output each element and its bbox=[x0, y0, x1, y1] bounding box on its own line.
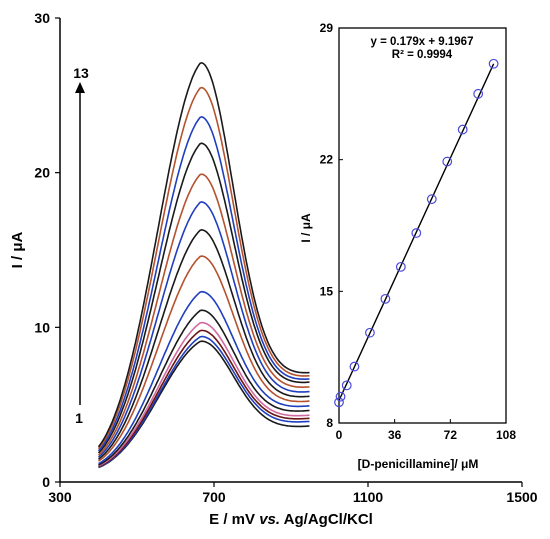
calibration-point bbox=[411, 228, 422, 238]
main-x-tick-label: 700 bbox=[202, 489, 226, 505]
arrow-top-label: 13 bbox=[73, 65, 89, 81]
voltammogram-curve bbox=[98, 290, 310, 465]
voltammogram-curve bbox=[98, 321, 310, 467]
calibration-point bbox=[488, 58, 499, 69]
voltammogram-curve bbox=[97, 116, 310, 452]
calibration-point bbox=[334, 397, 344, 408]
calibration-points bbox=[334, 58, 499, 408]
main-y-ticks: 0 10 20 30 bbox=[34, 10, 60, 490]
voltammogram-curve bbox=[97, 142, 310, 454]
voltammogram-curve bbox=[97, 61, 310, 448]
inset-plot: 0 36 72 108 8 15 22 29 y = 0.179x + 9.1967 R² … bbox=[299, 21, 516, 471]
inset-x-tick-label: 36 bbox=[388, 428, 402, 442]
calibration-point bbox=[473, 88, 484, 99]
inset-x-ticks: 0 36 72 108 bbox=[336, 419, 516, 442]
voltammogram-curve bbox=[98, 228, 310, 460]
main-y-tick-label: 10 bbox=[34, 319, 50, 335]
calibration-point bbox=[442, 156, 453, 167]
voltammogram-curve bbox=[98, 329, 310, 468]
inset-x-tick-label: 108 bbox=[496, 428, 516, 442]
voltammogram-curve bbox=[98, 309, 310, 466]
main-x-tick-label: 1100 bbox=[353, 489, 384, 505]
calibration-point bbox=[335, 391, 346, 402]
main-x-axis-title: E / mV vs. Ag/AgCl/KCl bbox=[209, 511, 373, 528]
inset-y-ticks: 8 15 22 29 bbox=[320, 21, 343, 430]
main-x-tick-label: 1500 bbox=[506, 489, 537, 505]
main-y-tick-label: 0 bbox=[42, 474, 50, 490]
main-y-tick-label: 20 bbox=[34, 165, 50, 181]
calibration-point bbox=[341, 380, 352, 391]
inset-x-tick-label: 0 bbox=[336, 428, 343, 442]
inset-y-tick-label: 8 bbox=[326, 416, 333, 430]
concentration-arrow-head bbox=[75, 82, 85, 93]
calibration-point bbox=[349, 361, 360, 372]
calibration-point bbox=[365, 327, 375, 338]
voltammogram-curve bbox=[97, 86, 310, 450]
inset-y-axis-title: I / μA bbox=[299, 213, 313, 243]
voltammogram-curve bbox=[98, 335, 310, 468]
calibration-point bbox=[380, 293, 391, 304]
main-y-axis-title: I / μA bbox=[9, 231, 26, 268]
fit-line bbox=[338, 63, 495, 401]
voltammogram-curves bbox=[97, 61, 310, 469]
inset-background bbox=[338, 27, 507, 424]
inset-y-tick-label: 15 bbox=[320, 284, 334, 298]
inset-y-tick-label: 22 bbox=[320, 153, 334, 167]
calibration-point bbox=[426, 194, 437, 205]
voltammogram-curve bbox=[97, 173, 310, 456]
arrow-bottom-label: 1 bbox=[75, 410, 83, 426]
fit-equation: y = 0.179x + 9.1967 bbox=[371, 36, 474, 48]
main-x-tick-label: 300 bbox=[48, 489, 72, 505]
calibration-fit-line bbox=[338, 63, 495, 401]
fit-r-squared: R² = 0.9994 bbox=[392, 49, 453, 61]
main-x-ticks: 300 700 1100 1500 bbox=[48, 482, 538, 505]
calibration-point bbox=[457, 124, 468, 135]
inset-x-axis-title: [D-penicillamine]/ μM bbox=[358, 457, 479, 471]
inset-x-tick-label: 72 bbox=[444, 428, 458, 442]
voltammogram-curve bbox=[98, 255, 310, 462]
calibration-point bbox=[395, 261, 406, 272]
inset-y-tick-label: 29 bbox=[320, 21, 334, 35]
voltammogram-curve bbox=[97, 201, 310, 458]
main-y-tick-label: 30 bbox=[34, 10, 50, 26]
